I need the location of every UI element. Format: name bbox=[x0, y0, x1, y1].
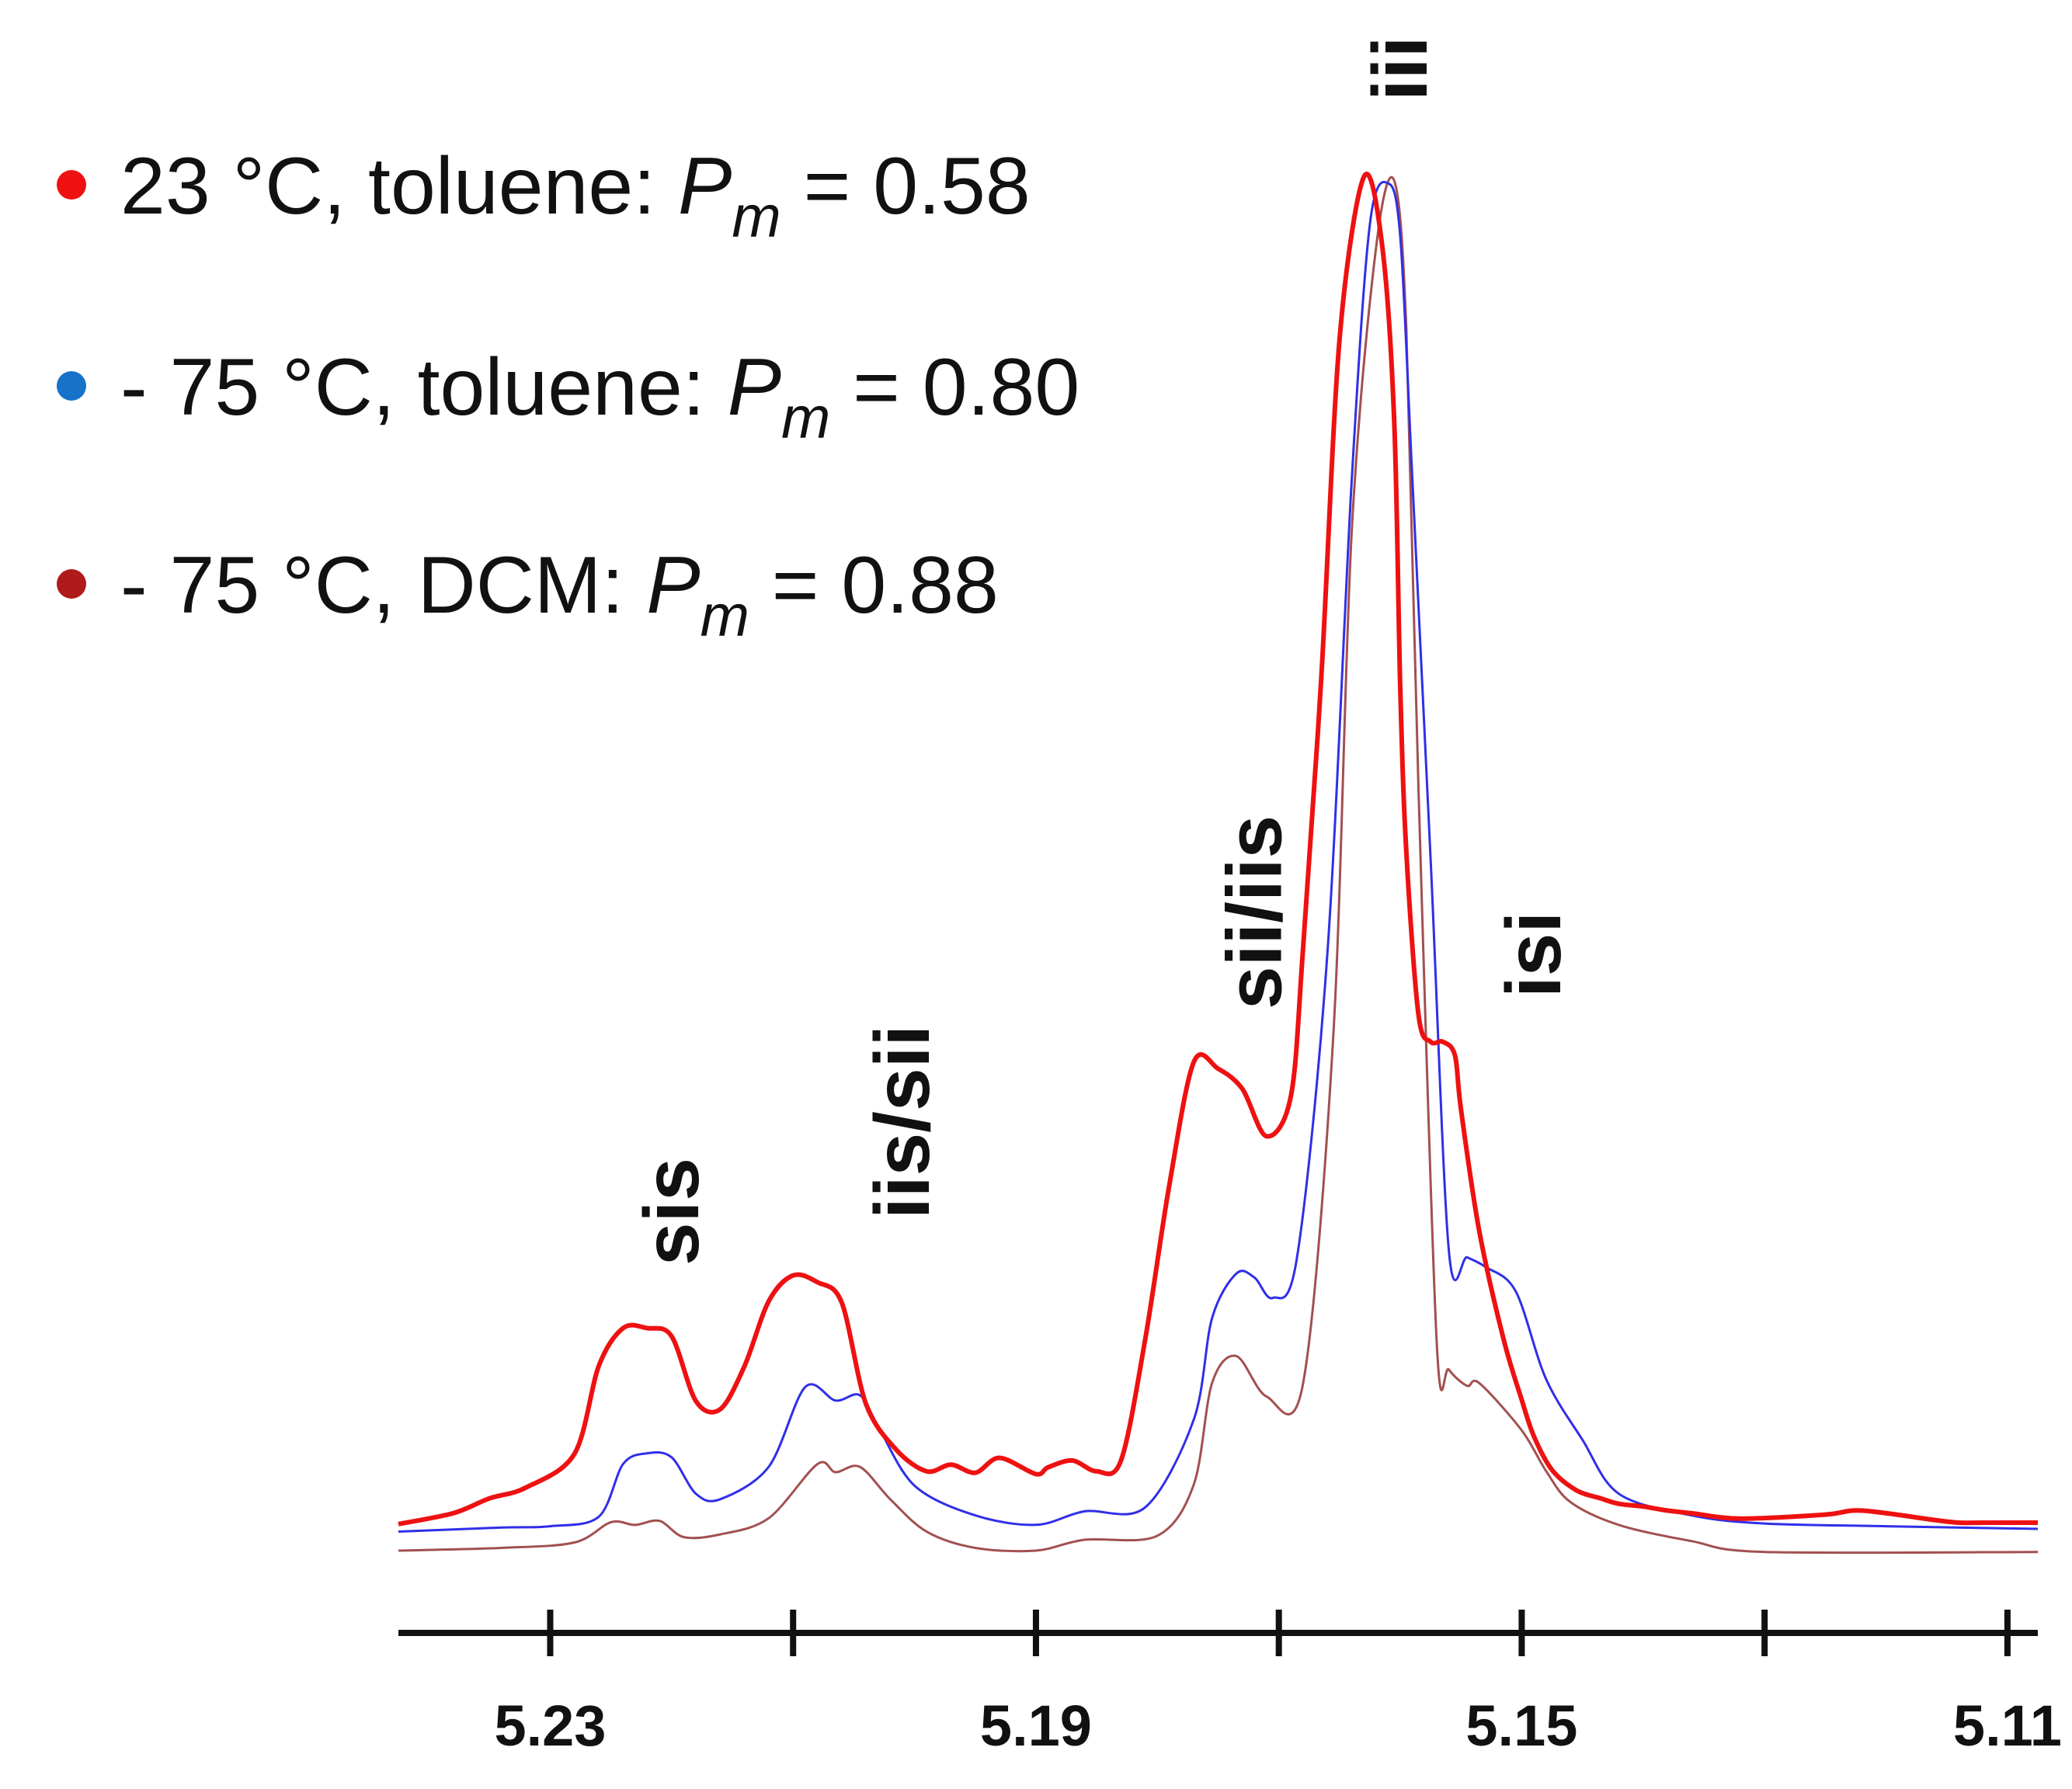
series-layer bbox=[398, 172, 2039, 1555]
x-tick-label: 5.15 bbox=[1465, 1693, 1577, 1758]
series-line bbox=[398, 180, 2039, 1533]
peak-label: iii bbox=[1357, 36, 1444, 101]
x-tick-label: 5.11 bbox=[1953, 1693, 2062, 1758]
peak-label: isi bbox=[1490, 912, 1577, 998]
legend: 23 °C, toluene: Pm = 0.58 - 75 °C, tolue… bbox=[57, 141, 1079, 649]
x-tick-label: 5.23 bbox=[494, 1693, 606, 1758]
legend-item: - 75 °C, DCM: Pm = 0.88 bbox=[57, 540, 999, 649]
legend-item: 23 °C, toluene: Pm = 0.58 bbox=[57, 141, 1031, 250]
legend-marker bbox=[57, 371, 86, 401]
peak-label: sii/iis bbox=[1211, 815, 1298, 1009]
peak-labels: sis iis/sii sii/iis iii isi bbox=[628, 36, 1577, 1266]
legend-marker bbox=[57, 170, 86, 200]
series-line bbox=[398, 172, 2038, 1527]
legend-label: - 75 °C, toluene: Pm = 0.80 bbox=[120, 342, 1079, 451]
x-tick-label: 5.19 bbox=[980, 1693, 1092, 1758]
peak-label: iis/sii bbox=[859, 1025, 946, 1219]
peak-label: sis bbox=[628, 1158, 715, 1266]
legend-marker bbox=[57, 569, 86, 599]
series-line bbox=[398, 175, 2039, 1555]
legend-label: - 75 °C, DCM: Pm = 0.88 bbox=[120, 540, 999, 649]
legend-label: 23 °C, toluene: Pm = 0.58 bbox=[120, 141, 1031, 250]
legend-item: - 75 °C, toluene: Pm = 0.80 bbox=[57, 342, 1079, 451]
x-axis: 5.23 5.19 5.15 5.11 bbox=[398, 1610, 2062, 1758]
